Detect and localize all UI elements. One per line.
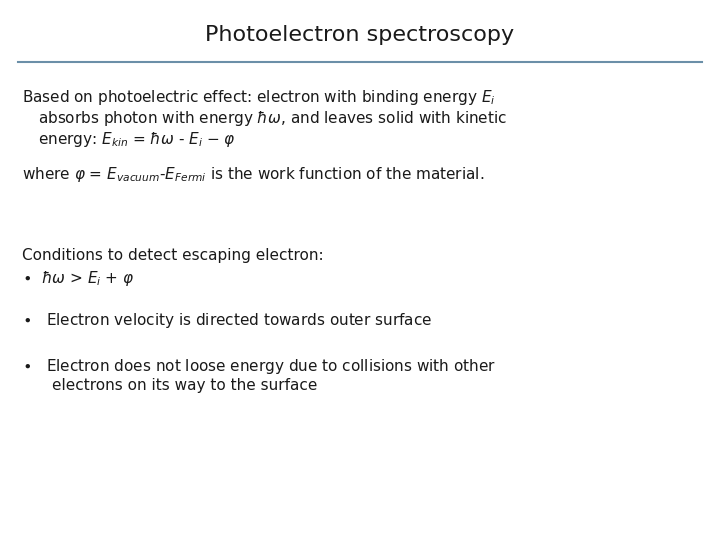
Text: where $\varphi$ = $E_{vacuum}$-$E_{Fermi}$ is the work function of the material.: where $\varphi$ = $E_{vacuum}$-$E_{Fermi…: [22, 165, 485, 184]
Text: $\bullet$   Electron velocity is directed towards outer surface: $\bullet$ Electron velocity is directed …: [22, 311, 432, 330]
Text: electrons on its way to the surface: electrons on its way to the surface: [52, 378, 318, 393]
Text: $\bullet$   Electron does not loose energy due to collisions with other: $\bullet$ Electron does not loose energy…: [22, 357, 496, 376]
Text: Conditions to detect escaping electron:: Conditions to detect escaping electron:: [22, 248, 323, 263]
Text: energy: $E_{kin}$ = $\hbar\omega$ - $E_i$ $-$ $\varphi$: energy: $E_{kin}$ = $\hbar\omega$ - $E_i…: [38, 130, 236, 149]
Text: absorbs photon with energy $\hbar\omega$, and leaves solid with kinetic: absorbs photon with energy $\hbar\omega$…: [38, 109, 507, 128]
Text: Based on photoelectric effect: electron with binding energy $E_i$: Based on photoelectric effect: electron …: [22, 88, 495, 107]
Text: Photoelectron spectroscopy: Photoelectron spectroscopy: [205, 25, 515, 45]
Text: $\bullet$  $\hbar\omega$ > $E_i$ + $\varphi$: $\bullet$ $\hbar\omega$ > $E_i$ + $\varp…: [22, 269, 135, 288]
